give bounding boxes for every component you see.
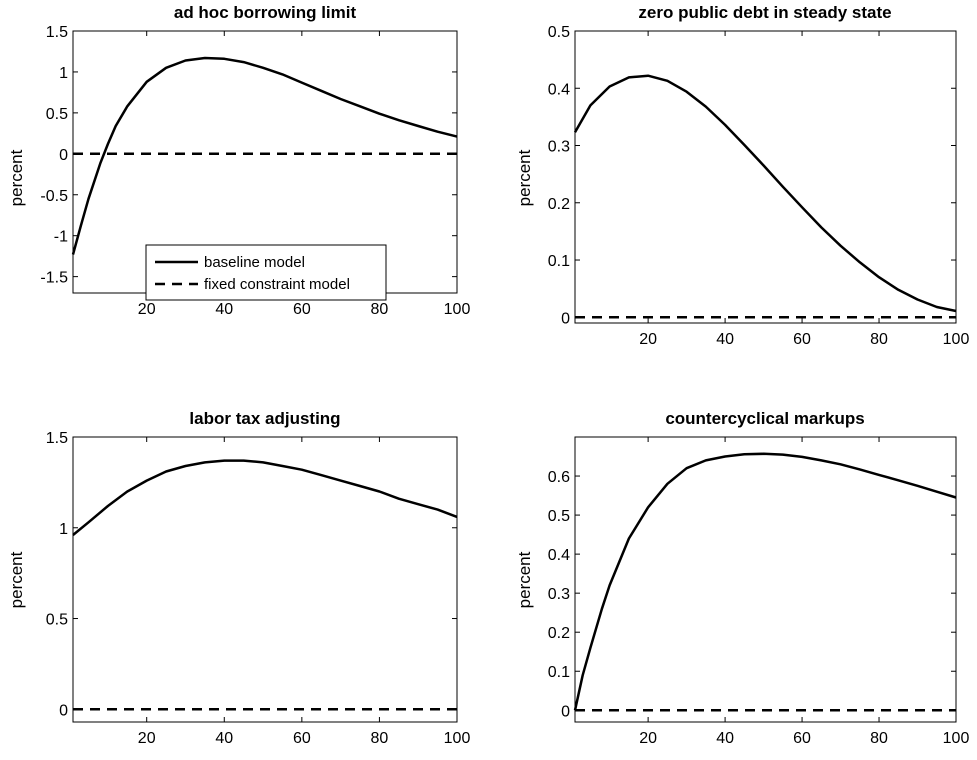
- legend: baseline model fixed constraint model: [145, 244, 387, 301]
- panel-title: zero public debt in steady state: [638, 3, 891, 22]
- x-tick-label: 100: [444, 301, 471, 318]
- panel-countercyclical-markups: countercyclical markups percent 20 40 60 80…: [515, 409, 969, 747]
- axes-frame: [574, 436, 957, 723]
- y-tick-label: 0: [561, 703, 570, 720]
- y-axis-label: percent: [7, 551, 26, 608]
- y-tick-label: 0.1: [548, 664, 570, 681]
- y-tick-label: 1.5: [46, 24, 68, 41]
- series-line-baseline: [573, 74, 957, 313]
- x-tick-label: 100: [943, 331, 970, 348]
- x-tick-label: 20: [138, 730, 156, 747]
- panel-title: ad hoc borrowing limit: [174, 3, 357, 22]
- y-tick-label: 0.2: [548, 625, 570, 642]
- x-tick-label: 60: [293, 301, 311, 318]
- y-tick-label: 0.5: [548, 24, 570, 41]
- legend-box: [145, 244, 387, 301]
- axes-frame: [574, 30, 957, 324]
- y-axis-label: percent: [515, 551, 534, 608]
- y-tick-label: 0.4: [548, 81, 570, 98]
- y-tick-label: 1.5: [46, 430, 68, 447]
- y-tick-label: 0: [561, 310, 570, 327]
- y-tick-label: -1: [54, 229, 68, 246]
- y-tick-label: 0.3: [548, 586, 570, 603]
- x-tick-label: 80: [870, 331, 888, 348]
- x-tick-label: 60: [793, 331, 811, 348]
- y-tick-label: 0.5: [46, 612, 68, 629]
- y-tick-label: 0: [59, 147, 68, 164]
- x-tick-label: 20: [639, 331, 657, 348]
- panel-labor-tax-adjusting: labor tax adjusting percent 20 40 60 80 100 0…: [7, 409, 470, 747]
- x-tick-label: 40: [215, 301, 233, 318]
- x-tick-label: 80: [870, 730, 888, 747]
- series-line-baseline: [573, 452, 957, 711]
- y-tick-label: -0.5: [40, 188, 68, 205]
- x-tick-label: 20: [639, 730, 657, 747]
- x-tick-label: 40: [716, 331, 734, 348]
- x-tick-label: 20: [138, 301, 156, 318]
- axes-frame: [72, 436, 458, 723]
- y-tick-label: 0: [59, 702, 68, 719]
- y-tick-label: 0.3: [548, 139, 570, 156]
- y-tick-label: -1.5: [40, 270, 68, 287]
- y-tick-label: 0.5: [46, 106, 68, 123]
- x-tick-label: 60: [293, 730, 311, 747]
- y-axis-label: percent: [515, 149, 534, 206]
- y-tick-label: 0.2: [548, 196, 570, 213]
- x-tick-label: 40: [716, 730, 734, 747]
- x-tick-label: 100: [943, 730, 970, 747]
- y-axis-label: percent: [7, 149, 26, 206]
- x-tick-label: 100: [444, 730, 471, 747]
- legend-label: fixed constraint model: [204, 276, 350, 293]
- x-tick-label: 60: [793, 730, 811, 747]
- y-tick-label: 0.6: [548, 469, 570, 486]
- panel-zero-public-debt: zero public debt in steady state percent…: [515, 3, 969, 348]
- y-tick-label: 1: [59, 521, 68, 538]
- y-tick-label: 0.4: [548, 547, 570, 564]
- series-line-baseline: [72, 459, 458, 536]
- y-tick-label: 1: [59, 65, 68, 82]
- panel-title: countercyclical markups: [665, 409, 864, 428]
- panel-ad-hoc-borrowing-limit: ad hoc borrowing limit percent 20 40 60 80 1…: [7, 3, 470, 318]
- y-tick-label: 0.5: [548, 508, 570, 525]
- legend-label: baseline model: [204, 254, 305, 271]
- series-line-baseline: [71, 56, 458, 255]
- x-tick-label: 80: [371, 301, 389, 318]
- x-tick-label: 40: [215, 730, 233, 747]
- panel-title: labor tax adjusting: [189, 409, 340, 428]
- y-tick-label: 0.1: [548, 253, 570, 270]
- x-tick-label: 80: [371, 730, 389, 747]
